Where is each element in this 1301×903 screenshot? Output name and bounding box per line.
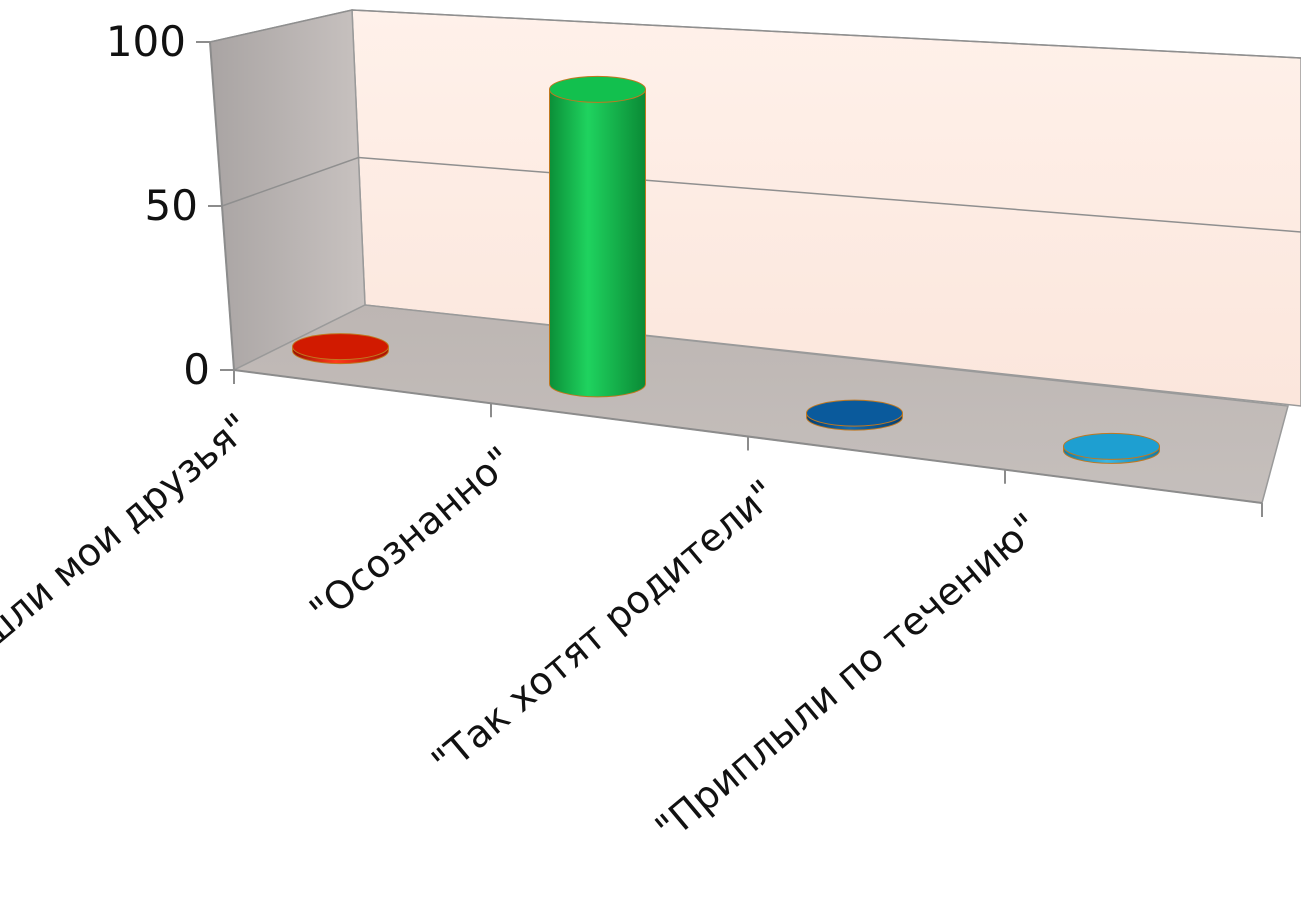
gridline xyxy=(221,156,1301,233)
gridline xyxy=(209,9,1301,59)
y-tick-label: 100 xyxy=(106,17,186,66)
bars xyxy=(292,75,1160,464)
bar xyxy=(1063,432,1160,464)
bar xyxy=(549,75,646,398)
bar-top xyxy=(806,399,903,427)
bar-body xyxy=(549,88,646,398)
chart-walls xyxy=(209,9,1301,504)
bar-top xyxy=(1063,432,1160,460)
category-labels: "Пришли мои друзья" "Осознанно""Так хотят… xyxy=(0,405,1047,851)
y-tick-label: 50 xyxy=(145,181,198,230)
bar-top xyxy=(292,333,389,361)
bar xyxy=(806,399,903,431)
bar-top xyxy=(549,75,646,103)
bar xyxy=(292,333,389,365)
x-axis xyxy=(233,369,1263,517)
y-tick-label: 0 xyxy=(183,345,210,394)
category-label: "Так хотят родители" xyxy=(423,471,784,784)
gridlines xyxy=(209,9,1301,233)
category-label: "Пришли мои друзья" xyxy=(0,405,258,718)
y-axis xyxy=(196,41,235,371)
y-tick-labels: 0 50 100 xyxy=(106,17,210,394)
category-label: "Осознанно" xyxy=(301,438,521,633)
